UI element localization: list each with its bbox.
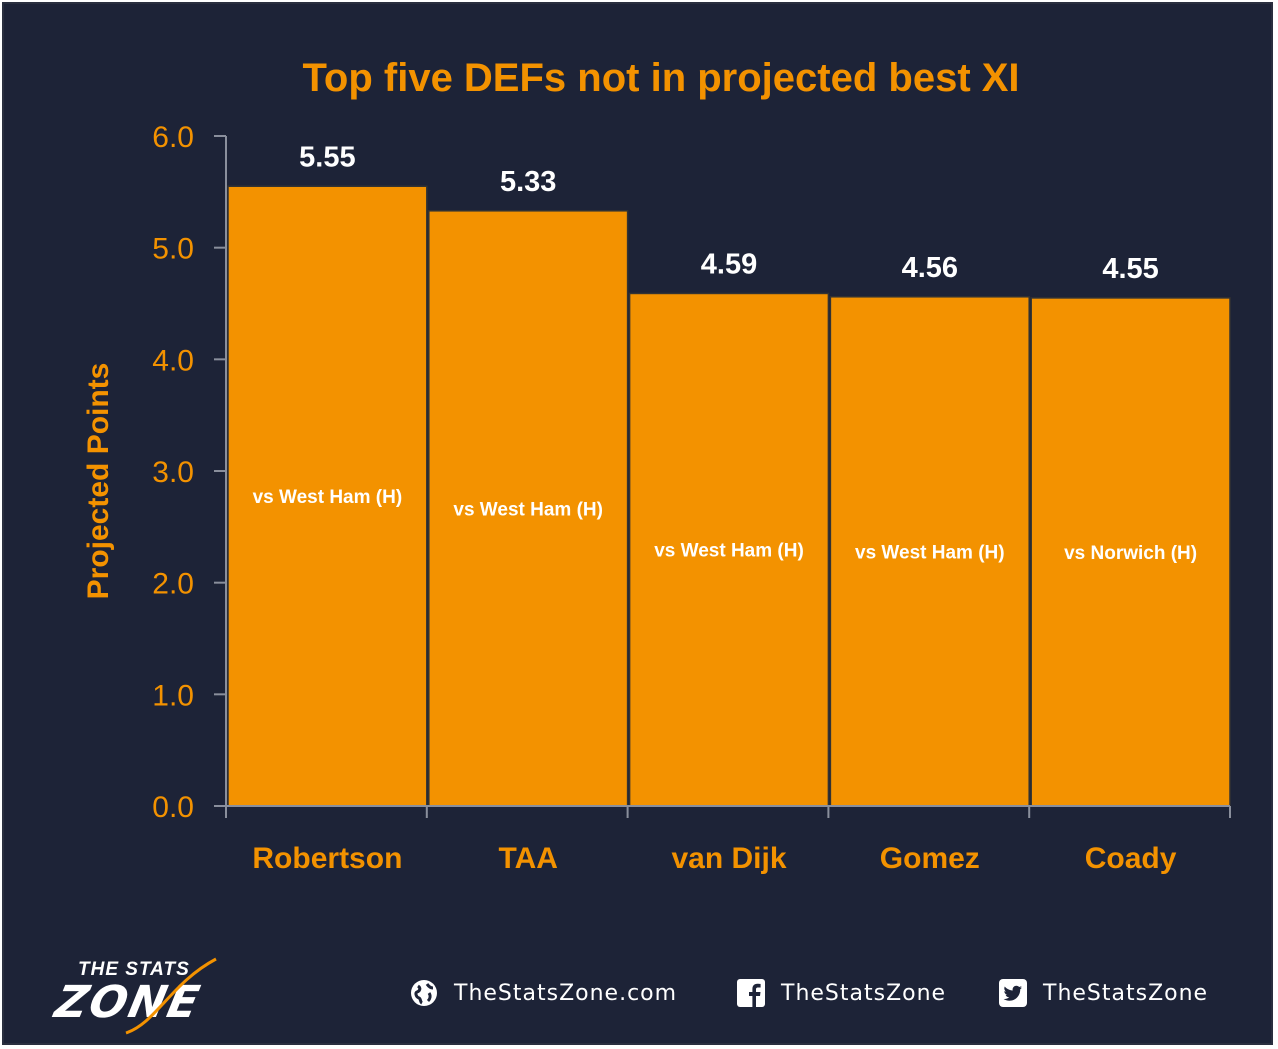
fixture-label: vs West Ham (H) (453, 499, 603, 520)
twitter-link[interactable]: TheStatsZone (997, 975, 1208, 1011)
x-tick-label: van Dijk (671, 842, 786, 875)
y-tick-label: 2.0 (152, 568, 194, 601)
bar-chart: Top five DEFs not in projected best XI P… (82, 56, 1231, 875)
x-tick-label: Coady (1085, 842, 1177, 875)
logo-line-1: THE STATS (78, 959, 190, 980)
fixture-label: vs Norwich (H) (1064, 543, 1197, 564)
y-axis-label: Projected Points (82, 363, 115, 600)
facebook-link[interactable]: TheStatsZone (735, 975, 946, 1011)
stats-zone-logo: THE STATS ZONE (51, 957, 276, 1037)
value-label: 4.59 (701, 248, 757, 280)
website-link[interactable]: TheStatsZone.com (408, 975, 677, 1011)
value-label: 5.55 (299, 141, 355, 173)
x-tick-label: TAA (498, 842, 557, 875)
x-tick-label: Robertson (252, 842, 402, 875)
bar-coady (1030, 297, 1231, 807)
plot-area: 0.0 1.0 2.0 3.0 4.0 5.0 6.0 Robertson 5.55 vs Wes… (152, 121, 1231, 875)
twitter-label: TheStatsZone (1043, 980, 1209, 1006)
y-tick-label: 4.0 (152, 344, 194, 377)
bar-van-dijk (628, 292, 830, 807)
bar-gomez (829, 296, 1030, 807)
value-label: 4.56 (902, 252, 958, 284)
y-tick-label: 5.0 (152, 233, 194, 266)
globe-icon (408, 977, 440, 1009)
y-tick-label: 3.0 (152, 456, 194, 489)
twitter-icon (997, 977, 1029, 1009)
facebook-icon (735, 977, 767, 1009)
value-label: 4.55 (1102, 253, 1158, 285)
logo-swoosh-icon (125, 957, 217, 1035)
website-label: TheStatsZone.com (454, 980, 678, 1006)
footer: THE STATS ZONE TheStatsZone.com (4, 949, 1275, 1039)
bar-taa (428, 210, 629, 807)
fixture-label: vs West Ham (H) (654, 541, 804, 562)
fixture-label: vs West Ham (H) (253, 487, 403, 508)
bar-robertson (227, 185, 428, 807)
y-tick-label: 0.0 (152, 791, 194, 824)
value-label: 5.33 (500, 166, 556, 198)
y-tick-label: 6.0 (152, 121, 194, 154)
chart-title: Top five DEFs not in projected best XI (302, 56, 1019, 100)
fixture-label: vs West Ham (H) (855, 542, 1005, 563)
facebook-label: TheStatsZone (781, 980, 947, 1006)
y-tick-label: 1.0 (152, 679, 194, 712)
x-tick-label: Gomez (880, 842, 980, 875)
